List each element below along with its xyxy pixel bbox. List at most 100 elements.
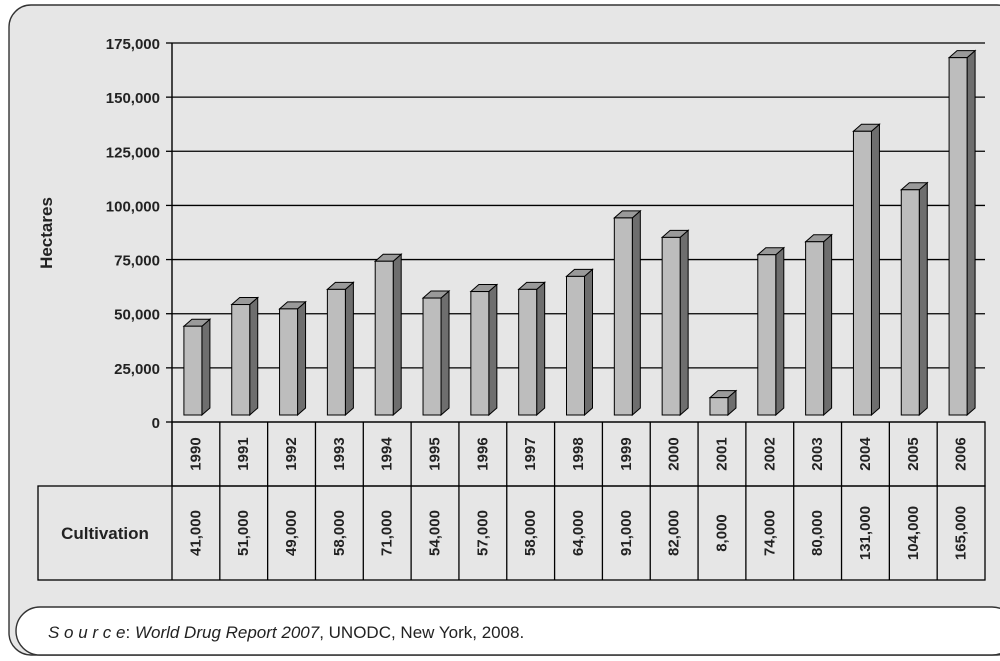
- bar-front: [900, 189, 920, 416]
- bar-front: [709, 397, 729, 416]
- source-title: World Drug Report 2007: [135, 623, 320, 642]
- y-tick-label: 125,000: [106, 144, 160, 161]
- table-value: 54,000: [427, 510, 444, 556]
- bar-front: [613, 217, 633, 416]
- x-tick-label: 1992: [283, 437, 300, 470]
- bar-side: [870, 123, 880, 417]
- bar-side: [966, 49, 976, 417]
- x-tick-label: 1993: [331, 437, 348, 470]
- bar-side: [584, 268, 593, 417]
- bar: [708, 389, 738, 417]
- y-tick-label: 75,000: [114, 253, 160, 270]
- bar-front: [566, 275, 585, 416]
- bar: [852, 123, 881, 417]
- bar: [278, 300, 307, 417]
- data-table: Cultivation 1990 41,000 1991 51,000 1992 49,00…: [37, 421, 986, 581]
- table-value: 41,000: [187, 510, 204, 556]
- bar: [517, 281, 547, 417]
- bar-side: [631, 209, 641, 417]
- bar-front: [374, 260, 394, 416]
- bar: [612, 209, 642, 417]
- bar: [326, 281, 355, 417]
- bar-front: [757, 254, 777, 416]
- y-tick-label: 50,000: [114, 307, 160, 324]
- x-tick-label: 1997: [522, 437, 539, 470]
- bar-front: [326, 288, 346, 416]
- source-label: S o u r c e: [48, 623, 125, 642]
- bar-side: [392, 253, 402, 417]
- table-value: 82,000: [666, 510, 683, 556]
- y-tick-label: 0: [152, 415, 160, 432]
- x-tick-label: 2005: [905, 437, 922, 470]
- table-value: 58,000: [522, 510, 539, 556]
- x-tick-label: 1995: [427, 437, 444, 470]
- x-tick-label: 2000: [666, 437, 683, 470]
- x-tick-label: 2004: [857, 437, 874, 471]
- bar-side: [488, 283, 498, 417]
- y-axis-label: Hectares: [37, 197, 56, 269]
- bar-side: [201, 318, 211, 417]
- bar: [230, 296, 260, 417]
- source-note: S o u r c e: World Drug Report 2007, UNO…: [48, 623, 524, 642]
- bar-front: [231, 304, 251, 416]
- bar-front: [948, 57, 968, 416]
- table-value-row: [37, 485, 986, 581]
- table-value: 8,000: [713, 514, 730, 552]
- bar: [660, 229, 690, 417]
- bar-front: [279, 308, 299, 416]
- bar: [373, 253, 403, 417]
- bar-front: [470, 291, 490, 416]
- bar-side: [918, 181, 928, 417]
- bar-side: [679, 229, 689, 417]
- bar-side: [823, 233, 833, 417]
- bar: [182, 318, 212, 417]
- table-value: 91,000: [618, 510, 635, 556]
- plot-area: 0 25,000 50,000 75,000 100,000 125,000 150,000…: [106, 36, 985, 432]
- bar-side: [775, 246, 785, 417]
- x-tick-label: 2006: [953, 437, 970, 470]
- y-tick-label: 100,000: [106, 198, 160, 215]
- table-value: 71,000: [379, 510, 396, 556]
- table-value: 80,000: [809, 510, 826, 556]
- table-value: 64,000: [570, 510, 587, 556]
- table-value: 57,000: [474, 510, 491, 556]
- x-tick-label: 1996: [474, 437, 491, 470]
- x-tick-label: 1991: [235, 437, 252, 470]
- table-value: 131,000: [857, 506, 874, 560]
- table-value: 165,000: [953, 506, 970, 560]
- bar: [756, 246, 786, 417]
- bar: [469, 283, 499, 417]
- bar: [804, 233, 833, 417]
- x-tick-label: 1990: [187, 437, 204, 470]
- x-tick-label: 1998: [570, 437, 587, 470]
- bar: [421, 289, 451, 417]
- bar-side: [536, 281, 546, 417]
- source-details: , UNODC, New York, 2008.: [319, 623, 524, 642]
- x-tick-label: 1994: [379, 437, 396, 471]
- bar-front: [183, 325, 203, 416]
- source-box: [15, 606, 1000, 656]
- x-tick-label: 2002: [761, 437, 778, 470]
- bar-front: [518, 288, 538, 416]
- x-tick-label: 1999: [618, 437, 635, 470]
- y-tick-label: 175,000: [106, 36, 160, 53]
- source-separator: :: [125, 623, 134, 642]
- bar-side: [344, 281, 354, 417]
- bar-front: [661, 236, 681, 416]
- bar-front: [422, 297, 442, 416]
- bar: [565, 268, 594, 417]
- table-value: 58,000: [331, 510, 348, 556]
- bar: [899, 181, 929, 417]
- table-row-label: Cultivation: [61, 524, 149, 543]
- table-value: 49,000: [283, 510, 300, 556]
- bar: [947, 49, 977, 417]
- x-tick-label: 2003: [809, 437, 826, 470]
- bar-side: [249, 296, 259, 417]
- y-tick-label: 25,000: [114, 361, 160, 378]
- y-tick-label: 150,000: [106, 90, 160, 107]
- table-value: 51,000: [235, 510, 252, 556]
- table-value: 74,000: [761, 510, 778, 556]
- bar-front: [805, 241, 825, 416]
